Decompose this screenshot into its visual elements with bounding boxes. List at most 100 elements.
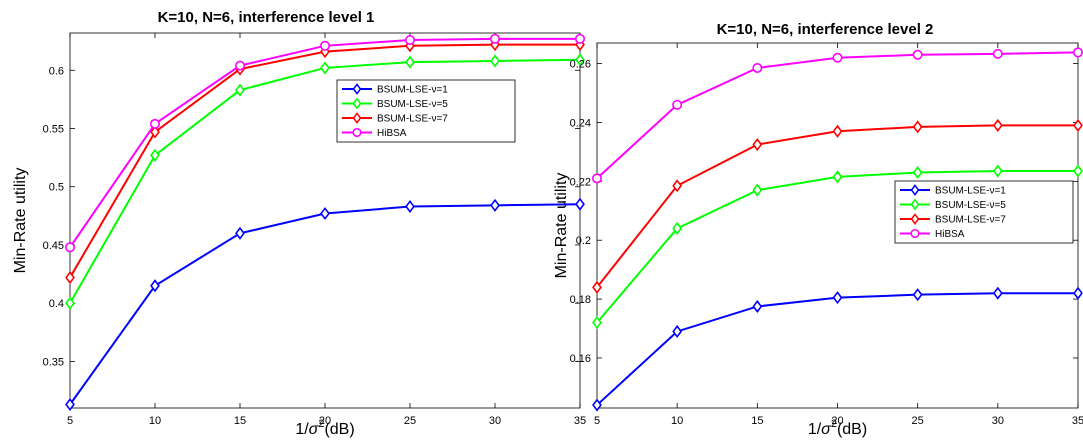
data-point-bsum-lse-5 [575, 53, 585, 67]
x-axis-label-exponent: 2 [831, 418, 837, 430]
x-axis-label-prefix: 1/ [295, 421, 309, 438]
data-point-bsum-lse-7 [1073, 118, 1083, 132]
data-point-hibsa [489, 33, 500, 44]
legend-marker-bsum-lse-1 [352, 83, 362, 95]
data-point-bsum-lse-5 [992, 164, 1003, 178]
data-point-hibsa [752, 63, 763, 74]
data-point-hibsa [150, 118, 161, 129]
x-tick-label: 15 [234, 415, 246, 427]
data-point-bsum-lse-7 [672, 179, 683, 193]
data-point-bsum-lse-5 [150, 148, 160, 162]
data-point-bsum-lse-7 [65, 271, 75, 285]
data-point-bsum-lse-1 [235, 226, 245, 240]
data-point-bsum-lse-5 [235, 83, 245, 97]
data-point-hibsa [319, 40, 330, 51]
legend-marker-bsum-lse-7 [910, 213, 920, 225]
legend-label-bsum-lse-1: BSUM-LSE-ν=1 [935, 186, 1006, 197]
data-point-bsum-lse-5 [405, 55, 415, 69]
legend-marker-bsum-lse-5 [910, 198, 920, 211]
data-point-bsum-lse-1 [1073, 286, 1083, 300]
data-point-hibsa [65, 242, 76, 253]
data-point-bsum-lse-1 [992, 286, 1003, 300]
x-tick-label: 25 [404, 415, 416, 427]
data-point-hibsa [235, 60, 246, 71]
data-point-bsum-lse-5 [672, 221, 683, 235]
legend-marker-hibsa [910, 228, 920, 239]
x-tick-label: 30 [489, 415, 501, 427]
x-axis-label-suffix: (dB) [324, 421, 354, 438]
legend-marker-bsum-lse-7 [352, 112, 362, 124]
x-tick-label: 25 [912, 415, 924, 427]
data-point-bsum-lse-1 [320, 206, 330, 221]
data-point-bsum-lse-5 [65, 296, 75, 310]
x-axis-label: 1/σ2(dB) [295, 418, 354, 438]
x-tick-label: 35 [574, 415, 586, 427]
y-tick-label: 0.5 [49, 182, 64, 194]
legend-label-bsum-lse-7: BSUM-LSE-ν=7 [935, 215, 1006, 226]
y-tick-label: 0.24 [570, 117, 591, 129]
x-tick-label: 10 [671, 415, 683, 427]
data-point-bsum-lse-5 [752, 183, 763, 197]
data-point-bsum-lse-1 [65, 397, 75, 412]
data-point-bsum-lse-5 [1073, 164, 1083, 178]
x-axis-label: 1/σ2(dB) [808, 418, 867, 438]
x-axis-label-sigma: σ [821, 421, 832, 438]
data-point-hibsa [404, 34, 415, 45]
x-tick-label: 5 [67, 415, 73, 427]
y-axis-label: Min-Rate utility [12, 168, 29, 274]
x-axis-label-prefix: 1/ [808, 421, 822, 438]
chart-title: K=10, N=6, interference level 2 [717, 21, 934, 38]
data-point-hibsa [992, 48, 1003, 59]
x-tick-label: 20 [831, 415, 843, 427]
y-tick-label: 0.22 [570, 176, 591, 188]
y-tick-label: 0.26 [570, 59, 591, 71]
legend-label-hibsa: HiBSA [935, 229, 965, 240]
data-point-bsum-lse-1 [592, 398, 602, 412]
x-tick-label: 30 [992, 415, 1004, 427]
data-point-bsum-lse-5 [832, 170, 843, 184]
legend-label-bsum-lse-7: BSUM-LSE-ν=7 [377, 114, 448, 125]
legend-label-bsum-lse-5: BSUM-LSE-ν=5 [935, 200, 1006, 211]
data-point-bsum-lse-7 [592, 280, 602, 294]
x-tick-label: 35 [1072, 415, 1083, 427]
data-point-hibsa [912, 49, 923, 60]
chart-interference-level-2: K=10, N=6, interference level 2 5 10 15 20 25… [553, 21, 1083, 438]
data-point-hibsa [591, 173, 602, 184]
data-point-bsum-lse-1 [672, 324, 683, 339]
x-axis-label-suffix: (dB) [837, 421, 867, 438]
x-axis-label-exponent: 2 [318, 418, 324, 430]
legend-label-bsum-lse-1: BSUM-LSE-ν=1 [377, 85, 448, 96]
data-point-bsum-lse-7 [150, 125, 160, 139]
data-point-hibsa [672, 99, 683, 110]
data-point-bsum-lse-1 [832, 291, 843, 305]
legend-marker-bsum-lse-1 [910, 184, 920, 196]
data-point-bsum-lse-7 [752, 138, 763, 152]
legend-label-bsum-lse-5: BSUM-LSE-ν=5 [377, 99, 448, 110]
y-tick-label: 0.55 [43, 123, 64, 135]
x-tick-label: 10 [149, 415, 161, 427]
y-tick-label: 0.2 [576, 235, 591, 247]
y-tick-label: 0.18 [570, 294, 591, 306]
data-point-hibsa [832, 52, 843, 63]
data-point-bsum-lse-1 [150, 279, 160, 293]
data-point-bsum-lse-1 [912, 288, 923, 302]
data-point-hibsa [574, 33, 585, 44]
y-tick-label: 0.45 [43, 240, 64, 252]
data-point-bsum-lse-7 [992, 118, 1003, 132]
legend-label-hibsa: HiBSA [377, 128, 407, 139]
data-point-bsum-lse-7 [832, 124, 843, 138]
data-point-bsum-lse-5 [320, 61, 330, 75]
y-tick-label: 0.16 [570, 353, 591, 365]
data-point-hibsa [1073, 47, 1083, 58]
data-point-bsum-lse-1 [405, 199, 415, 214]
x-tick-label: 5 [594, 415, 600, 427]
x-axis-label-sigma: σ [309, 421, 320, 438]
data-point-bsum-lse-7 [912, 120, 923, 134]
data-point-bsum-lse-1 [490, 198, 500, 212]
y-tick-label: 0.4 [49, 298, 64, 310]
legend-marker-hibsa [352, 127, 362, 138]
y-tick-label: 0.6 [49, 65, 64, 77]
chart-interference-level-1: K=10, N=6, interference level 1 5 10 15 20 25… [12, 9, 586, 438]
y-axis-label: Min-Rate utility [553, 173, 570, 279]
